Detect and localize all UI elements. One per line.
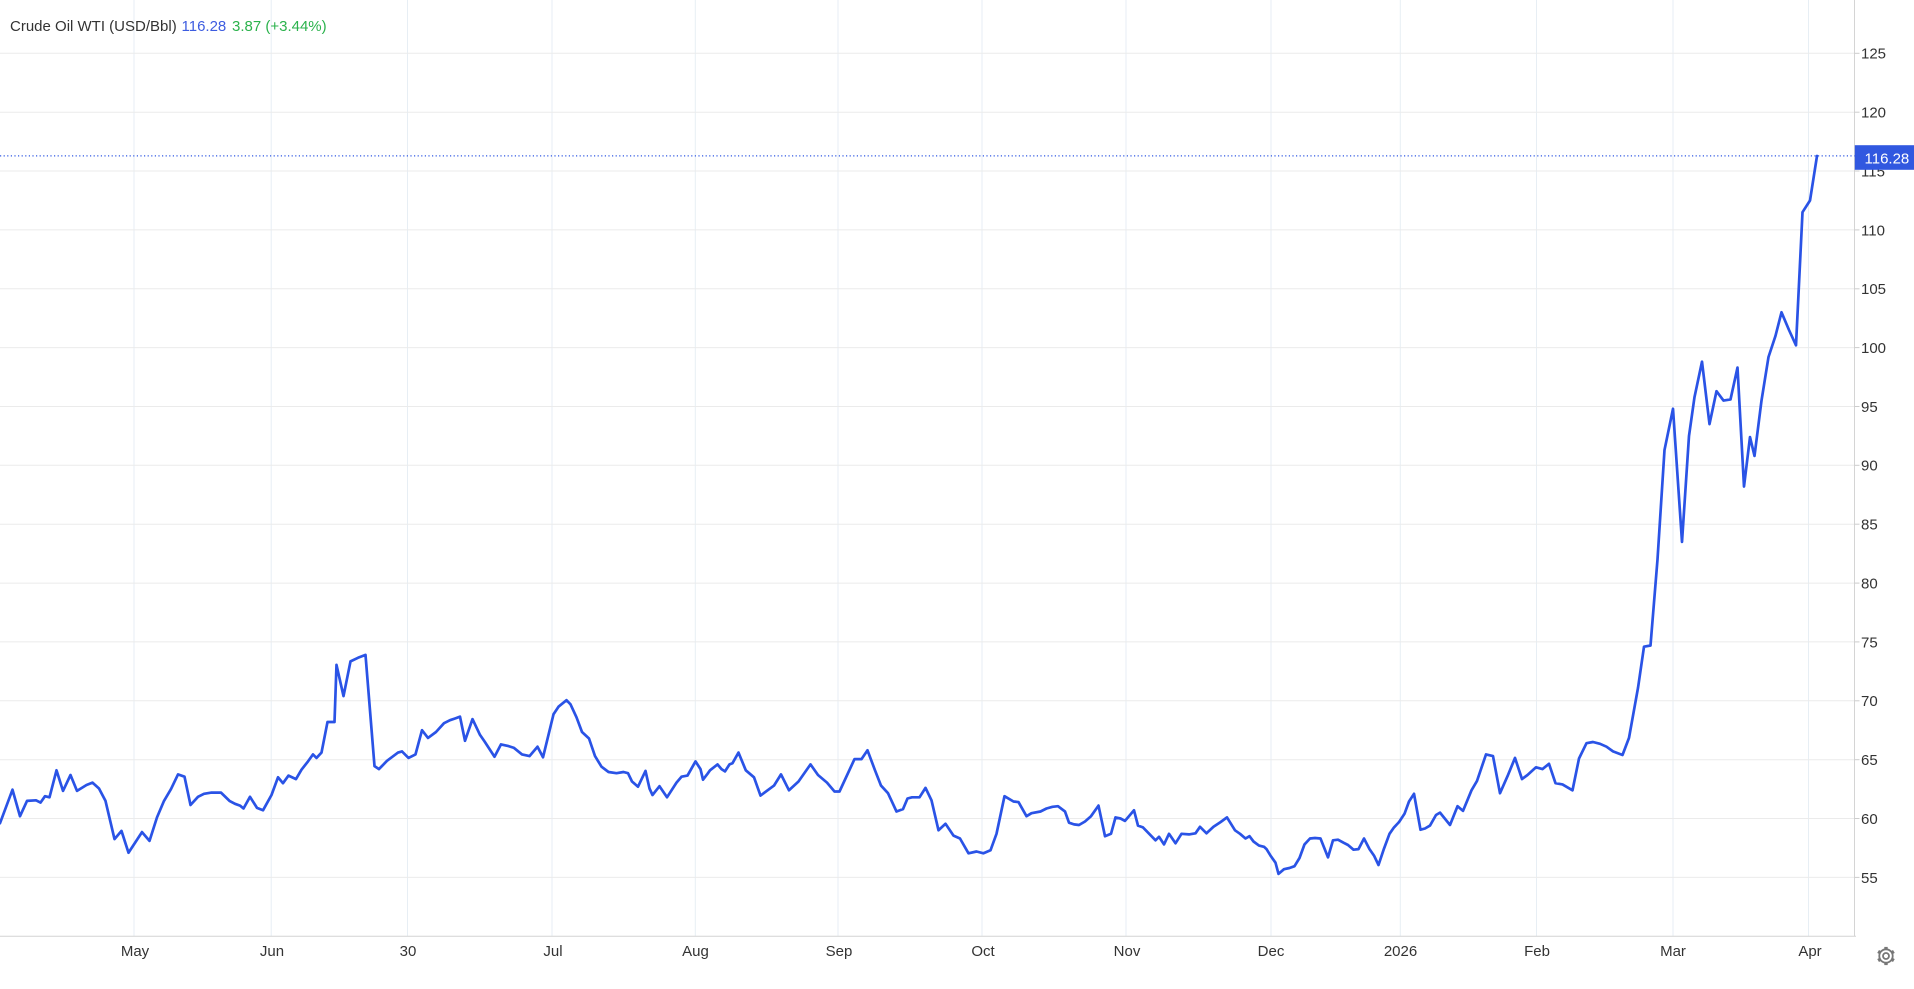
svg-text:116.28: 116.28	[182, 18, 227, 35]
svg-text:Mar: Mar	[1660, 943, 1686, 960]
svg-text:85: 85	[1861, 517, 1878, 534]
svg-text:55: 55	[1861, 870, 1878, 887]
svg-text:125: 125	[1861, 46, 1886, 63]
svg-text:65: 65	[1861, 752, 1878, 769]
svg-text:Feb: Feb	[1524, 943, 1550, 960]
svg-text:116.28: 116.28	[1865, 150, 1910, 167]
svg-text:110: 110	[1861, 222, 1885, 239]
svg-text:2026: 2026	[1384, 943, 1417, 960]
svg-text:75: 75	[1861, 634, 1878, 651]
svg-text:105: 105	[1861, 281, 1886, 298]
svg-text:Crude Oil WTI (USD/Bbl): Crude Oil WTI (USD/Bbl)	[10, 18, 177, 35]
svg-text:95: 95	[1861, 399, 1878, 416]
svg-text:3.87 (+3.44%): 3.87 (+3.44%)	[232, 18, 327, 35]
svg-text:Sep: Sep	[826, 943, 853, 960]
svg-text:90: 90	[1861, 458, 1878, 475]
svg-text:Oct: Oct	[971, 943, 995, 960]
svg-text:120: 120	[1861, 105, 1886, 122]
svg-text:60: 60	[1861, 811, 1878, 828]
svg-text:70: 70	[1861, 693, 1878, 710]
svg-text:Dec: Dec	[1258, 943, 1285, 960]
svg-text:Jul: Jul	[543, 943, 562, 960]
svg-text:Apr: Apr	[1798, 943, 1821, 960]
svg-text:30: 30	[400, 943, 417, 960]
svg-text:100: 100	[1861, 340, 1886, 357]
svg-text:80: 80	[1861, 576, 1878, 593]
svg-text:May: May	[121, 943, 150, 960]
svg-text:Jun: Jun	[260, 943, 284, 960]
svg-text:Aug: Aug	[682, 943, 709, 960]
svg-text:Nov: Nov	[1114, 943, 1141, 960]
